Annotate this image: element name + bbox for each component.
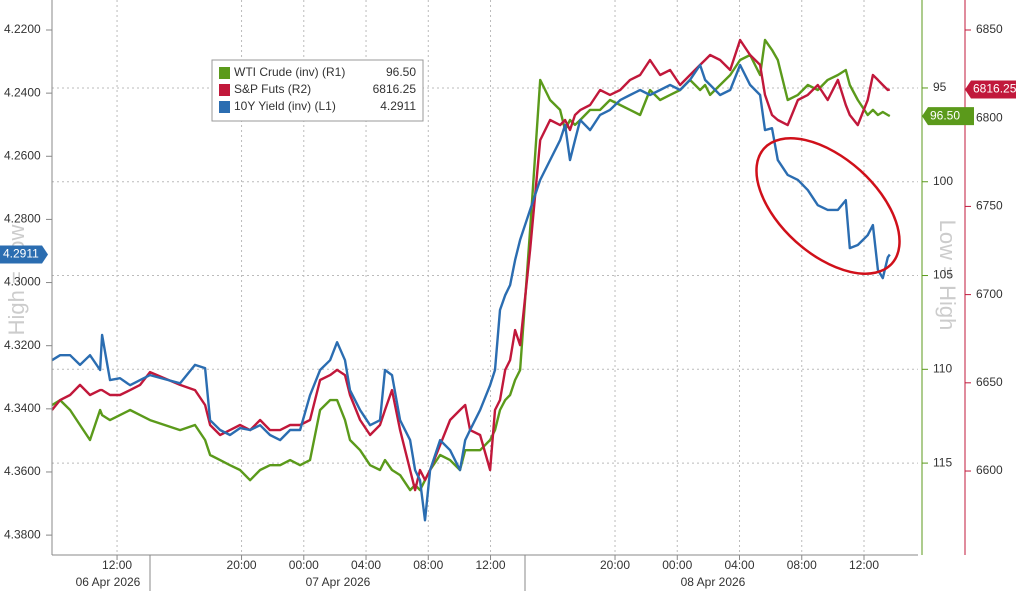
- last-value-tag: [965, 80, 1016, 99]
- grid: [52, 0, 918, 555]
- legend-name: 10Y Yield (inv) (L1): [234, 99, 336, 113]
- y2-tick-label: 95: [933, 80, 947, 94]
- last-value-label: 6816.25: [973, 82, 1016, 96]
- y2-tick-label: 100: [933, 174, 953, 188]
- x-tick-label: 20:00: [600, 558, 630, 572]
- y3-tick-label: 6700: [976, 287, 1003, 301]
- y3-tick-label: 6650: [976, 375, 1003, 389]
- legend-value: 4.2911: [380, 99, 416, 113]
- legend-box: [211, 59, 424, 122]
- legend-name: WTI Crude (inv) (R1): [234, 65, 345, 79]
- legend-swatch: [219, 67, 230, 79]
- x-tick-label: 04:00: [724, 558, 754, 572]
- y3-tick-label: 6750: [976, 199, 1003, 213]
- y2-tick-label: 105: [933, 268, 953, 282]
- x-date-label: 07 Apr 2026: [306, 575, 371, 589]
- legend: WTI Crude (inv) (R1) 96.50 S&P Futs (R2) 68…: [211, 59, 424, 122]
- last-value-tag: [922, 107, 974, 126]
- last-value-tag: [0, 245, 48, 264]
- highlight-ellipse: [755, 137, 901, 275]
- x-tick-label: 00:00: [662, 558, 692, 572]
- x-tick-label: 08:00: [787, 558, 817, 572]
- legend-swatch: [219, 84, 230, 96]
- y-tick-label: 4.2600: [4, 148, 41, 162]
- y-tick-label: 4.3400: [4, 401, 41, 415]
- y-tick-label: 4.2800: [4, 212, 41, 226]
- y3-tick-label: 6800: [976, 110, 1003, 124]
- last-value-label: 4.2911: [3, 247, 39, 261]
- y2-tick-label: 115: [933, 455, 952, 469]
- y-tick-label: 4.3600: [4, 464, 41, 478]
- x-tick-label: 04:00: [351, 558, 381, 572]
- x-date-label: 06 Apr 2026: [76, 575, 141, 589]
- legend-value: 96.50: [386, 65, 416, 79]
- x-tick-label: 12:00: [102, 558, 132, 572]
- series-line: [51, 38, 891, 492]
- x-date-label: 08 Apr 2026: [681, 575, 746, 589]
- y2-axis-label: Low = High: [935, 220, 960, 331]
- series-line: [51, 63, 891, 522]
- y2-tick-label: 110: [933, 361, 952, 375]
- x-tick-label: 00:00: [289, 558, 319, 572]
- x-tick-label: 08:00: [413, 558, 443, 572]
- y-tick-label: 4.3200: [4, 338, 41, 352]
- last-value-label: 96.50: [930, 108, 960, 122]
- y3-tick-label: 6850: [976, 22, 1003, 36]
- y-tick-label: 4.3800: [4, 527, 41, 541]
- y-tick-label: 4.3000: [4, 275, 41, 289]
- y-tick-label: 4.2400: [4, 85, 41, 99]
- legend-name: S&P Futs (R2): [234, 82, 311, 96]
- lines: [51, 38, 891, 522]
- legend-swatch: [219, 101, 230, 113]
- x-tick-label: 20:00: [227, 558, 257, 572]
- y-axis-label: High = Low: [4, 225, 29, 336]
- y-tick-label: 4.2200: [4, 22, 41, 36]
- y3-tick-label: 6600: [976, 463, 1003, 477]
- legend-value: 6816.25: [373, 82, 417, 96]
- x-tick-label: 12:00: [476, 558, 506, 572]
- x-tick-label: 12:00: [849, 558, 879, 572]
